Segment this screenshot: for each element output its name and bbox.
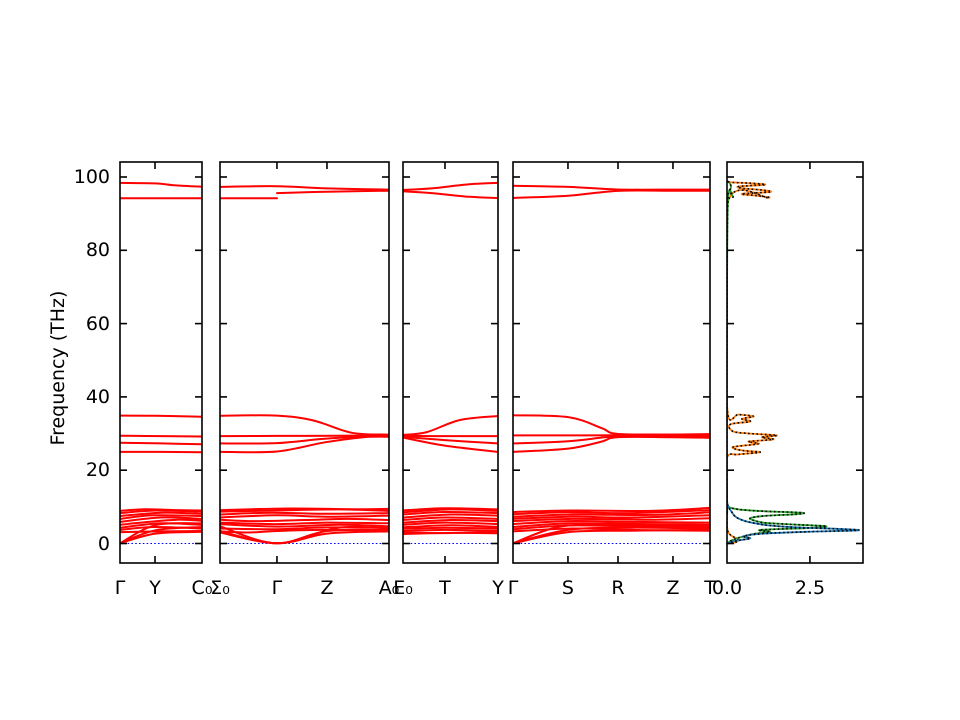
phonon-band: [403, 530, 498, 535]
phonon-band: [220, 528, 389, 534]
phonon-band: [220, 185, 389, 191]
phonon-band: [403, 507, 498, 512]
segment-gamma-s-r-z-t-axes: [512, 161, 711, 564]
phonon-band: [220, 523, 389, 528]
phonon-band: [120, 181, 202, 188]
phonon-band: [120, 434, 202, 438]
segment-gamma-y-c0-axes: [119, 161, 203, 564]
pdos-green-dotted-overlay: [727, 180, 828, 545]
phonon-band: [120, 516, 202, 523]
phonon-band: [220, 414, 389, 436]
panel-frame: [119, 161, 203, 564]
phonon-band: [513, 527, 710, 533]
panel-frame: [512, 161, 711, 564]
phonon-band: [403, 190, 498, 200]
phonon-band: [403, 513, 498, 519]
phonon-band: [403, 181, 498, 191]
phonon-band: [120, 508, 202, 512]
phonon-band: [513, 524, 710, 531]
phonon-band: [276, 189, 389, 195]
phonon-band: [403, 435, 498, 445]
dos-panel-axes: [726, 161, 864, 564]
phonon-band: [120, 525, 202, 531]
phonon-band: [120, 441, 202, 446]
phonon-band: [220, 507, 389, 512]
dos-panel: [727, 179, 860, 545]
phonon-band: [120, 522, 202, 545]
phonon-band: [220, 514, 389, 519]
phonon-band: [403, 510, 498, 516]
phonon-band: [403, 518, 498, 524]
segment-sigma0-gamma-z-a0-axes: [219, 161, 390, 564]
phonon-band: [403, 516, 498, 521]
phonon-band: [220, 526, 389, 531]
phonon-band: [513, 189, 710, 199]
phonon-band: [513, 511, 710, 518]
phonon-band: [513, 509, 710, 516]
phonon-band: [220, 511, 389, 516]
segment-sigma0-gamma-z-a0: [220, 185, 389, 545]
panel-frame: [402, 161, 499, 564]
phonon-band: [403, 436, 498, 453]
panel-frame: [219, 161, 390, 564]
phonon-band: [120, 511, 202, 517]
phonon-band: [513, 435, 710, 453]
pdos-blue-dotted-overlay: [727, 499, 860, 545]
pdos-blue: [727, 499, 860, 545]
phonon-band: [120, 514, 202, 520]
phonon-band: [513, 523, 710, 545]
phonon-band: [513, 184, 710, 191]
phonon-band: [513, 522, 710, 528]
phonon-band: [220, 435, 389, 454]
phonon-band: [220, 521, 389, 526]
segment-gamma-s-r-z-t: [513, 184, 710, 545]
segment-gamma-y-c0: [120, 181, 202, 545]
phonon-band: [120, 522, 202, 529]
phonon-band: [403, 524, 498, 529]
panel-frame: [726, 161, 864, 564]
phonon-band: [513, 526, 710, 545]
pdos-green: [727, 180, 828, 545]
phonon-band: [403, 508, 498, 514]
phonon-band: [513, 514, 710, 520]
segment-e0-t-y-axes: [402, 161, 499, 564]
phonon-band: [403, 521, 498, 526]
segment-e0-t-y: [403, 181, 498, 544]
phonon-band: [513, 506, 710, 513]
phonon-band: [120, 518, 202, 526]
pdos-orange-dotted-overlay: [727, 179, 778, 545]
phonon-band: [403, 526, 498, 530]
phonon-band: [120, 530, 202, 534]
phonon-band: [403, 415, 498, 436]
phonon-band: [513, 520, 710, 526]
phonon-band: [513, 414, 710, 436]
y-axis-label: Frequency (THz): [47, 290, 69, 446]
phonon-band: [220, 517, 389, 523]
phonon-band: [120, 414, 202, 418]
pdos-orange: [727, 179, 778, 545]
phonon-band: [403, 528, 498, 532]
phonon-band: [513, 517, 710, 523]
